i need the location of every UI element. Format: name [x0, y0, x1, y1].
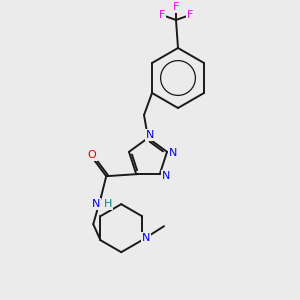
- Text: F: F: [187, 10, 193, 20]
- Text: N: N: [92, 199, 100, 209]
- Text: O: O: [88, 150, 97, 160]
- Text: H: H: [104, 199, 112, 209]
- Text: F: F: [159, 10, 165, 20]
- Text: N: N: [146, 130, 154, 140]
- Text: N: N: [162, 171, 170, 181]
- Text: N: N: [169, 148, 177, 158]
- Text: N: N: [142, 233, 150, 243]
- Text: F: F: [173, 2, 179, 12]
